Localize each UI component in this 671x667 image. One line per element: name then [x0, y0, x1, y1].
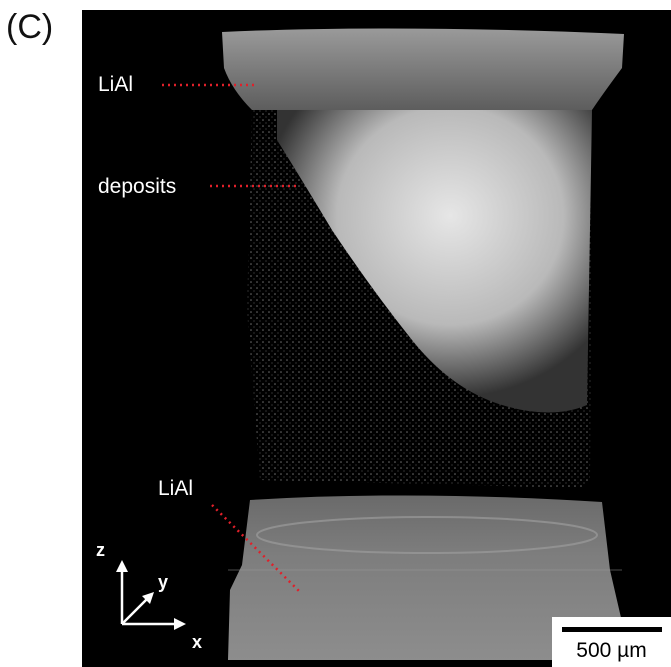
axis-label-y: y: [158, 572, 169, 592]
tomography-render: [116, 28, 627, 660]
axis-label-x: x: [192, 632, 203, 652]
axis-label-z: z: [96, 540, 105, 560]
deposits-region: [277, 110, 592, 413]
axis-triad: [116, 560, 186, 630]
tomography-image: LiAl deposits LiAl z y x: [82, 10, 671, 667]
top-label: LiAl: [98, 73, 134, 96]
scale-bar-line: [562, 627, 662, 632]
bottom-electrode: [228, 495, 627, 660]
scale-bar: 500 µm: [552, 617, 671, 667]
deposits-label: deposits: [98, 175, 177, 198]
scale-bar-label: 500 µm: [576, 639, 647, 662]
top-electrode: [222, 28, 624, 111]
bottom-label: LiAl: [158, 477, 194, 500]
bottom-leader-line: [211, 504, 301, 593]
panel-letter: (C): [6, 8, 54, 46]
